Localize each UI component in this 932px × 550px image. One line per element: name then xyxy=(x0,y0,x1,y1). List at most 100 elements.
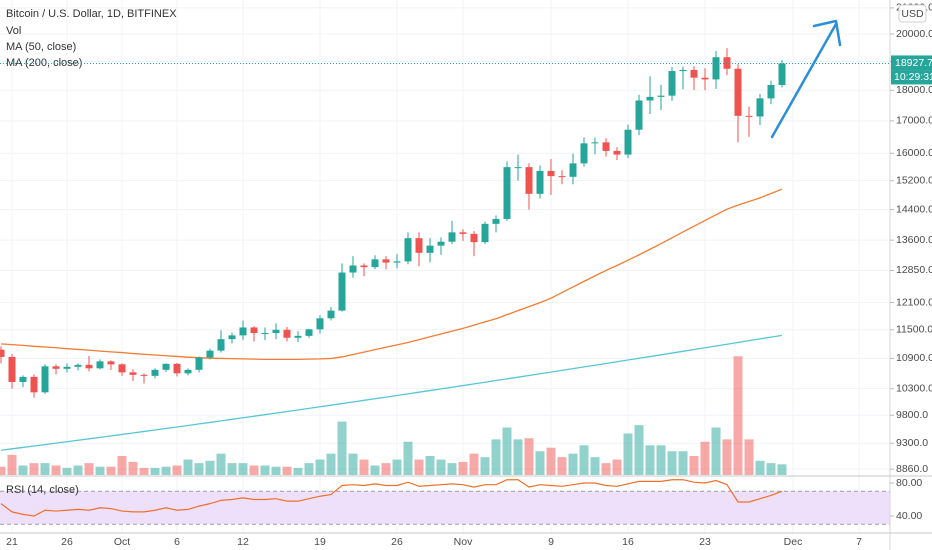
volume-bar xyxy=(568,453,578,475)
volume-bar xyxy=(469,453,479,475)
candle-body xyxy=(668,71,676,96)
candle-body xyxy=(481,223,489,243)
volume-bar xyxy=(227,463,237,475)
volume-bar xyxy=(194,463,204,475)
volume-bar xyxy=(271,466,281,475)
candle-body xyxy=(151,369,159,376)
legend-volume: Vol xyxy=(6,25,21,37)
volume-bar xyxy=(315,459,325,475)
volume-bar xyxy=(678,451,688,475)
x-tick-label: Dec xyxy=(784,536,803,548)
rsi-tick-label: 80.00 xyxy=(896,477,922,489)
candle-body xyxy=(261,333,269,335)
candle-body xyxy=(701,77,709,80)
volume-bar xyxy=(84,463,94,475)
candle-body xyxy=(206,350,214,358)
candle-body xyxy=(63,366,71,369)
legend-ma50: MA (50, close) xyxy=(6,41,76,53)
candle-body xyxy=(41,366,49,393)
y-tick-label: 14400.0 xyxy=(896,203,932,215)
volume-bar xyxy=(18,465,28,475)
candle-body xyxy=(0,349,5,357)
volume-bar xyxy=(95,466,105,475)
x-tick-label: 23 xyxy=(699,536,711,548)
candle-body xyxy=(294,335,302,338)
arrow-drawing xyxy=(770,19,842,139)
candle-body xyxy=(778,63,786,85)
volume-bar xyxy=(458,461,468,475)
volume-bar xyxy=(436,459,446,475)
candle-body xyxy=(745,115,753,117)
last-price-label: 18927.7 xyxy=(895,57,932,69)
candle-body xyxy=(239,327,247,336)
arrow-head xyxy=(812,19,842,47)
candle-body xyxy=(19,376,27,382)
candle-body xyxy=(217,339,225,351)
volume-bar xyxy=(546,447,556,475)
rsi-tick-label: 40.00 xyxy=(896,510,922,522)
candle-body xyxy=(492,218,500,224)
currency-button-bg[interactable] xyxy=(898,4,927,23)
volume-bar xyxy=(392,459,402,475)
candle-body xyxy=(602,142,610,151)
volume-bar xyxy=(150,467,160,475)
volume-bar xyxy=(62,467,72,475)
candle-body xyxy=(404,238,412,262)
x-tick-label: 12 xyxy=(237,536,249,548)
candle-body xyxy=(514,167,522,169)
candle-body xyxy=(690,69,698,78)
candle-body xyxy=(448,232,456,242)
candle-body xyxy=(272,329,280,334)
volume-bar xyxy=(183,459,193,475)
currency-label[interactable]: USD xyxy=(901,8,924,20)
volume-bar xyxy=(590,457,600,475)
currency-button[interactable]: USD xyxy=(898,4,927,23)
rsi-layer xyxy=(0,479,890,525)
x-tick-label: 16 xyxy=(622,536,634,548)
candle-body xyxy=(646,96,654,101)
candle-body xyxy=(613,150,621,155)
volume-bar xyxy=(755,460,765,475)
volume-bar xyxy=(634,425,644,475)
candle-body xyxy=(118,364,126,373)
candle-body xyxy=(250,327,258,334)
candle-body xyxy=(767,84,775,99)
volume-layer xyxy=(0,356,787,475)
candle-body xyxy=(52,366,60,369)
y-tick-label: 18000.0 xyxy=(896,84,932,96)
volume-bar xyxy=(447,463,457,475)
volume-bar xyxy=(161,466,171,475)
candle-body xyxy=(349,265,357,273)
ma-line xyxy=(0,188,783,361)
candle-body xyxy=(184,369,192,374)
volume-bar xyxy=(282,466,292,475)
volume-bar xyxy=(722,439,732,475)
volume-bar xyxy=(73,465,83,475)
volume-bar xyxy=(689,456,699,475)
x-tick-label: 19 xyxy=(314,536,326,548)
volume-bar xyxy=(326,453,336,475)
candle-body xyxy=(657,95,665,97)
candle-body xyxy=(580,143,588,164)
candle-body xyxy=(360,265,368,268)
volume-bar xyxy=(216,453,226,475)
volume-bar xyxy=(601,463,611,475)
candle-body xyxy=(536,170,544,194)
volume-bar xyxy=(667,451,677,475)
volume-bar xyxy=(612,459,622,475)
candle-body xyxy=(393,261,401,263)
y-tick-label: 10300.0 xyxy=(896,382,932,394)
candle-body xyxy=(547,170,555,177)
candle-body xyxy=(74,364,82,367)
candle-body xyxy=(140,374,148,376)
candle-body xyxy=(283,329,291,338)
volume-bar xyxy=(304,463,314,475)
candle-body xyxy=(107,361,115,365)
candle-body xyxy=(459,232,467,234)
y-tick-label: 16000.0 xyxy=(896,147,932,159)
volume-bar xyxy=(249,465,259,475)
volume-bar xyxy=(172,465,182,475)
